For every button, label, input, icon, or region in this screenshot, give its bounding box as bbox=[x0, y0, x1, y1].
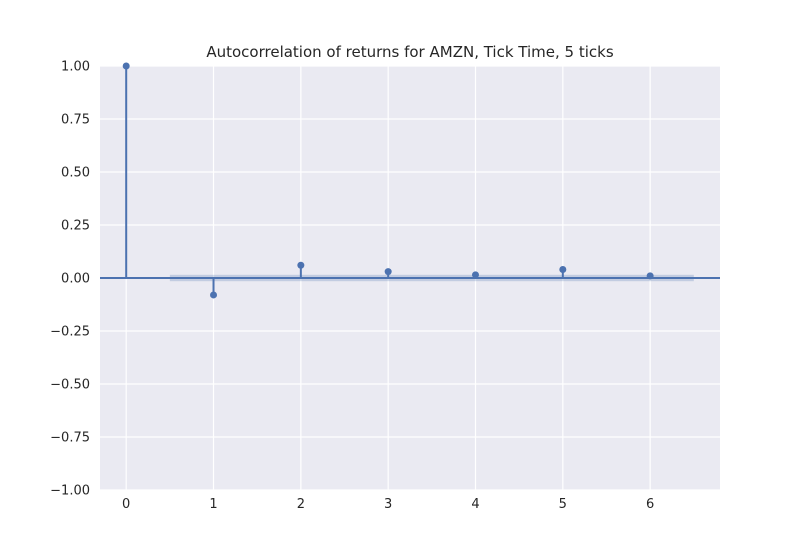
x-tick-label: 5 bbox=[559, 497, 567, 512]
x-tick-label: 6 bbox=[646, 497, 654, 512]
y-tick-label: −0.50 bbox=[50, 378, 90, 393]
y-tick-label: 0.75 bbox=[61, 113, 90, 128]
x-tick-labels: 0 1 2 3 4 5 6 bbox=[122, 497, 654, 512]
acf-point bbox=[646, 272, 654, 280]
y-tick-label: −1.00 bbox=[50, 484, 90, 499]
y-tick-label: −0.75 bbox=[50, 431, 90, 446]
x-tick-label: 3 bbox=[384, 497, 392, 512]
acf-point bbox=[384, 268, 392, 276]
x-tick-label: 2 bbox=[297, 497, 305, 512]
chart-title: Autocorrelation of returns for AMZN, Tic… bbox=[206, 43, 613, 61]
stem-layer bbox=[122, 62, 654, 299]
x-tick-label: 1 bbox=[209, 497, 217, 512]
acf-point bbox=[297, 261, 305, 269]
acf-point bbox=[210, 291, 218, 299]
y-tick-label: −0.25 bbox=[50, 325, 90, 340]
y-tick-label: 0.50 bbox=[61, 166, 90, 181]
x-tick-label: 0 bbox=[122, 497, 130, 512]
x-tick-label: 4 bbox=[471, 497, 479, 512]
acf-point bbox=[471, 271, 479, 279]
acf-point bbox=[559, 266, 567, 274]
y-tick-label: 1.00 bbox=[61, 60, 90, 75]
acf-point bbox=[122, 62, 130, 70]
grid-lines bbox=[100, 65, 720, 491]
y-tick-labels: −1.00 −0.75 −0.50 −0.25 0.00 0.25 0.50 0.75 1.00 bbox=[50, 60, 90, 499]
y-tick-label: 0.00 bbox=[61, 272, 90, 287]
y-tick-label: 0.25 bbox=[61, 219, 90, 234]
